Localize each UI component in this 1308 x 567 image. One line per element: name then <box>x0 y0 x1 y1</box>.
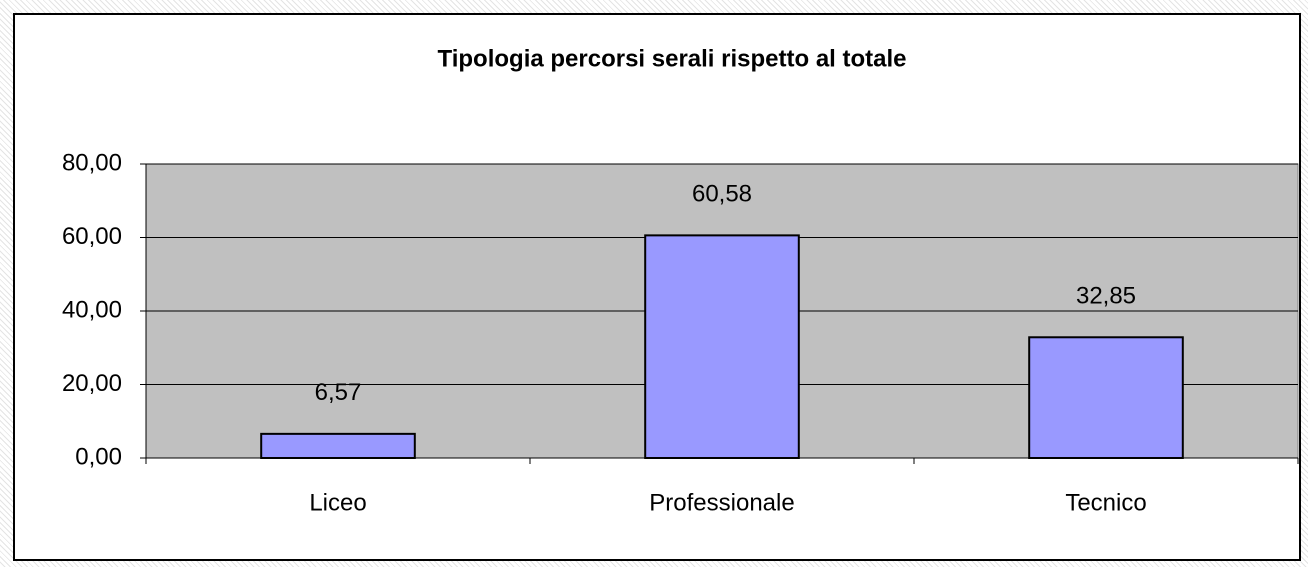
y-tick-label: 40,00 <box>62 296 122 323</box>
y-tick-label: 80,00 <box>62 149 122 176</box>
x-tick-label: Tecnico <box>1065 489 1146 516</box>
y-tick-label: 0,00 <box>75 443 122 470</box>
data-label: 6,57 <box>315 379 362 406</box>
chart-title: Tipologia percorsi serali rispetto al to… <box>437 45 906 72</box>
x-tick-label: Liceo <box>309 489 366 516</box>
bar <box>644 234 800 459</box>
x-tick-label: Professionale <box>649 489 794 516</box>
y-tick-label: 60,00 <box>62 223 122 250</box>
data-label: 60,58 <box>692 181 752 208</box>
bar <box>260 432 416 460</box>
data-label: 32,85 <box>1076 283 1136 310</box>
y-tick-label: 20,00 <box>62 370 122 397</box>
bar <box>1028 336 1184 459</box>
